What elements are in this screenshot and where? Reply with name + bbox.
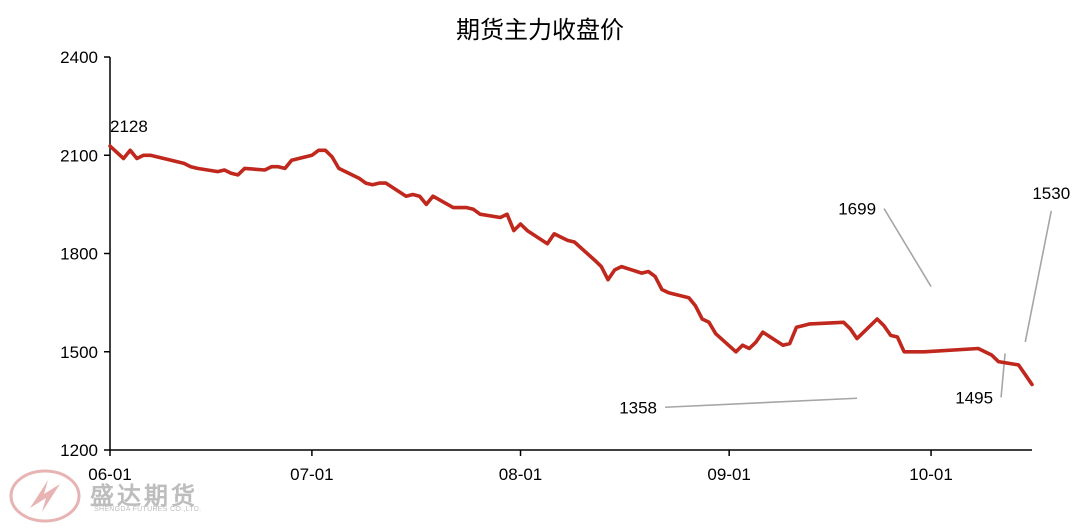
annotation-leader-line bbox=[883, 208, 932, 287]
x-tick-label: 08-01 bbox=[499, 465, 542, 484]
y-tick-label: 1500 bbox=[60, 343, 98, 362]
annotation-leader-line bbox=[1024, 210, 1053, 343]
data-label: 1699 bbox=[838, 200, 876, 219]
chart-title: 期货主力收盘价 bbox=[456, 16, 624, 44]
annotation-labels: 2128 1699 1358 1495 1530 bbox=[110, 117, 1070, 417]
y-tick-label: 2400 bbox=[60, 48, 98, 67]
annotation-leader-line bbox=[664, 397, 858, 409]
y-tick-label: 1800 bbox=[60, 245, 98, 264]
logo-subtitle: SHENGDA FUTURES CO.,LTD. bbox=[94, 506, 202, 513]
data-label: 1358 bbox=[619, 398, 657, 417]
shengda-logo-icon bbox=[9, 469, 81, 523]
data-label: 2128 bbox=[110, 117, 148, 136]
data-label: 1495 bbox=[955, 388, 993, 407]
annotation-leader-line bbox=[1000, 353, 1006, 398]
x-tick-label: 10-01 bbox=[909, 465, 952, 484]
x-tick-label: 07-01 bbox=[290, 465, 333, 484]
company-logo: 盛达期货 SHENGDA FUTURES CO.,LTD. bbox=[8, 468, 223, 524]
annotation-leaders bbox=[664, 208, 1053, 409]
axes: 1200 1500 1800 2100 2400 06-01 07-01 08-01 09-01… bbox=[60, 48, 1032, 484]
x-tick-label: 09-01 bbox=[707, 465, 750, 484]
data-label: 1530 bbox=[1032, 184, 1070, 203]
y-tick-label: 1200 bbox=[60, 441, 98, 460]
y-tick-label: 2100 bbox=[60, 146, 98, 165]
x-tick-label: 06-01 bbox=[88, 465, 131, 484]
price-series-line bbox=[108, 144, 1034, 387]
logo-name: 盛达期货 bbox=[90, 482, 198, 510]
